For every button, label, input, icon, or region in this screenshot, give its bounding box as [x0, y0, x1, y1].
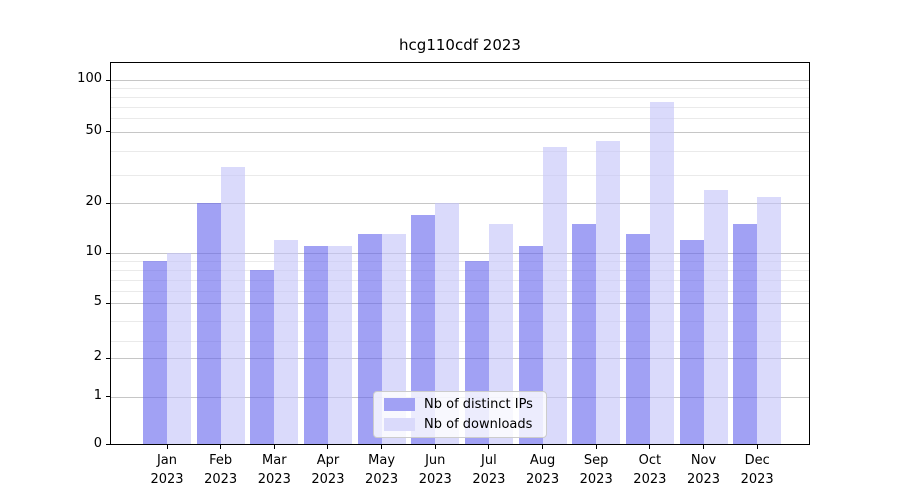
x-tick-mark: [327, 445, 329, 449]
legend-label-downloads: Nb of downloads: [424, 417, 533, 432]
y-tick-label-10: 10: [85, 244, 102, 260]
bar-downloads-apr: [327, 246, 352, 444]
x-tick-mark: [542, 445, 544, 449]
x-tick-label-may: May 2023: [365, 453, 399, 487]
x-tick-label-jun: Jun 2023: [418, 453, 452, 487]
x-tick-label-dec: Dec 2023: [740, 453, 774, 487]
bar-downloads-feb: [220, 166, 245, 444]
x-tick-label-oct: Oct 2023: [633, 453, 667, 487]
legend-swatch-downloads: [384, 418, 415, 431]
gridline-10: [111, 253, 809, 255]
bar-downloads-oct: [649, 101, 674, 444]
bar-downloads-dec: [757, 196, 782, 444]
x-tick-label-jan: Jan 2023: [150, 453, 184, 487]
bar-downloads-nov: [703, 190, 728, 444]
x-tick-mark: [756, 445, 758, 449]
gridline-8: [111, 269, 809, 271]
y-tick-label-20: 20: [85, 194, 102, 210]
gridline-60: [111, 118, 809, 119]
chart-title: hcg110cdf 2023: [399, 36, 521, 54]
y-tick-label-1: 1: [93, 387, 102, 403]
y-tick-mark: [106, 202, 110, 204]
x-tick-mark: [703, 445, 704, 449]
bar-distinct-ips-jan: [143, 260, 167, 444]
y-tick-mark: [106, 302, 110, 304]
gridline-40: [111, 151, 809, 152]
y-tick-label-5: 5: [93, 294, 102, 310]
x-tick-mark: [649, 445, 651, 449]
y-tick-mark: [106, 79, 110, 81]
bar-distinct-ips-mar: [250, 269, 275, 444]
bar-downloads-jan: [167, 253, 191, 444]
x-tick-label-nov: Nov 2023: [686, 453, 721, 487]
x-tick-label-mar: Mar 2023: [257, 453, 291, 487]
gridline-7: [111, 280, 809, 281]
gridline-20: [111, 203, 809, 205]
x-tick-label-feb: Feb 2023: [204, 453, 238, 487]
bar-distinct-ips-oct: [625, 234, 650, 444]
gridline-80: [111, 96, 809, 98]
legend-swatch-distinct-ips: [384, 398, 415, 411]
y-tick-mark: [106, 131, 110, 133]
x-tick-mark: [434, 445, 436, 449]
x-tick-label-sep: Sep 2023: [579, 453, 613, 487]
gridline-3: [111, 341, 809, 342]
y-tick-label-0: 0: [93, 435, 102, 451]
y-tick-label-100: 100: [77, 71, 102, 86]
legend-label-distinct-ips: Nb of distinct IPs: [424, 397, 533, 412]
legend-item-downloads: Nb of downloads: [384, 417, 536, 432]
x-tick-label-apr: Apr 2023: [311, 453, 345, 487]
bar-distinct-ips-dec: [733, 224, 758, 444]
gridline-30: [111, 174, 809, 176]
x-tick-mark: [220, 445, 222, 449]
bar-distinct-ips-nov: [679, 240, 704, 444]
x-tick-mark: [488, 445, 490, 449]
bar-downloads-sep: [596, 140, 621, 444]
gridline-6: [111, 291, 809, 292]
y-tick-mark: [106, 252, 110, 254]
legend: Nb of distinct IPs Nb of downloads: [373, 391, 547, 438]
x-tick-mark: [381, 445, 383, 449]
x-tick-mark: [273, 445, 275, 449]
plot-area: [110, 62, 810, 445]
x-tick-label-jul: Jul 2023: [472, 453, 506, 487]
bar-distinct-ips-feb: [196, 203, 221, 444]
x-tick-label-aug: Aug 2023: [526, 453, 560, 487]
gridline-2: [111, 358, 809, 360]
bar-downloads-mar: [274, 240, 299, 444]
gridline-100: [111, 80, 809, 81]
y-tick-mark: [106, 444, 110, 445]
x-tick-mark: [595, 445, 597, 449]
bar-distinct-ips-apr: [303, 246, 328, 444]
gridline-70: [111, 106, 809, 108]
gridline-4: [111, 321, 809, 322]
y-tick-label-50: 50: [85, 122, 102, 138]
bar-distinct-ips-sep: [572, 224, 597, 444]
y-tick-label-2: 2: [93, 349, 102, 365]
legend-item-distinct-ips: Nb of distinct IPs: [384, 397, 536, 412]
y-tick-mark: [106, 396, 110, 398]
gridline-50: [111, 131, 809, 133]
x-tick-mark: [166, 445, 168, 449]
gridline-5: [111, 303, 809, 305]
gridline-90: [111, 87, 809, 89]
gridline-9: [111, 260, 809, 262]
y-tick-mark: [106, 357, 110, 359]
